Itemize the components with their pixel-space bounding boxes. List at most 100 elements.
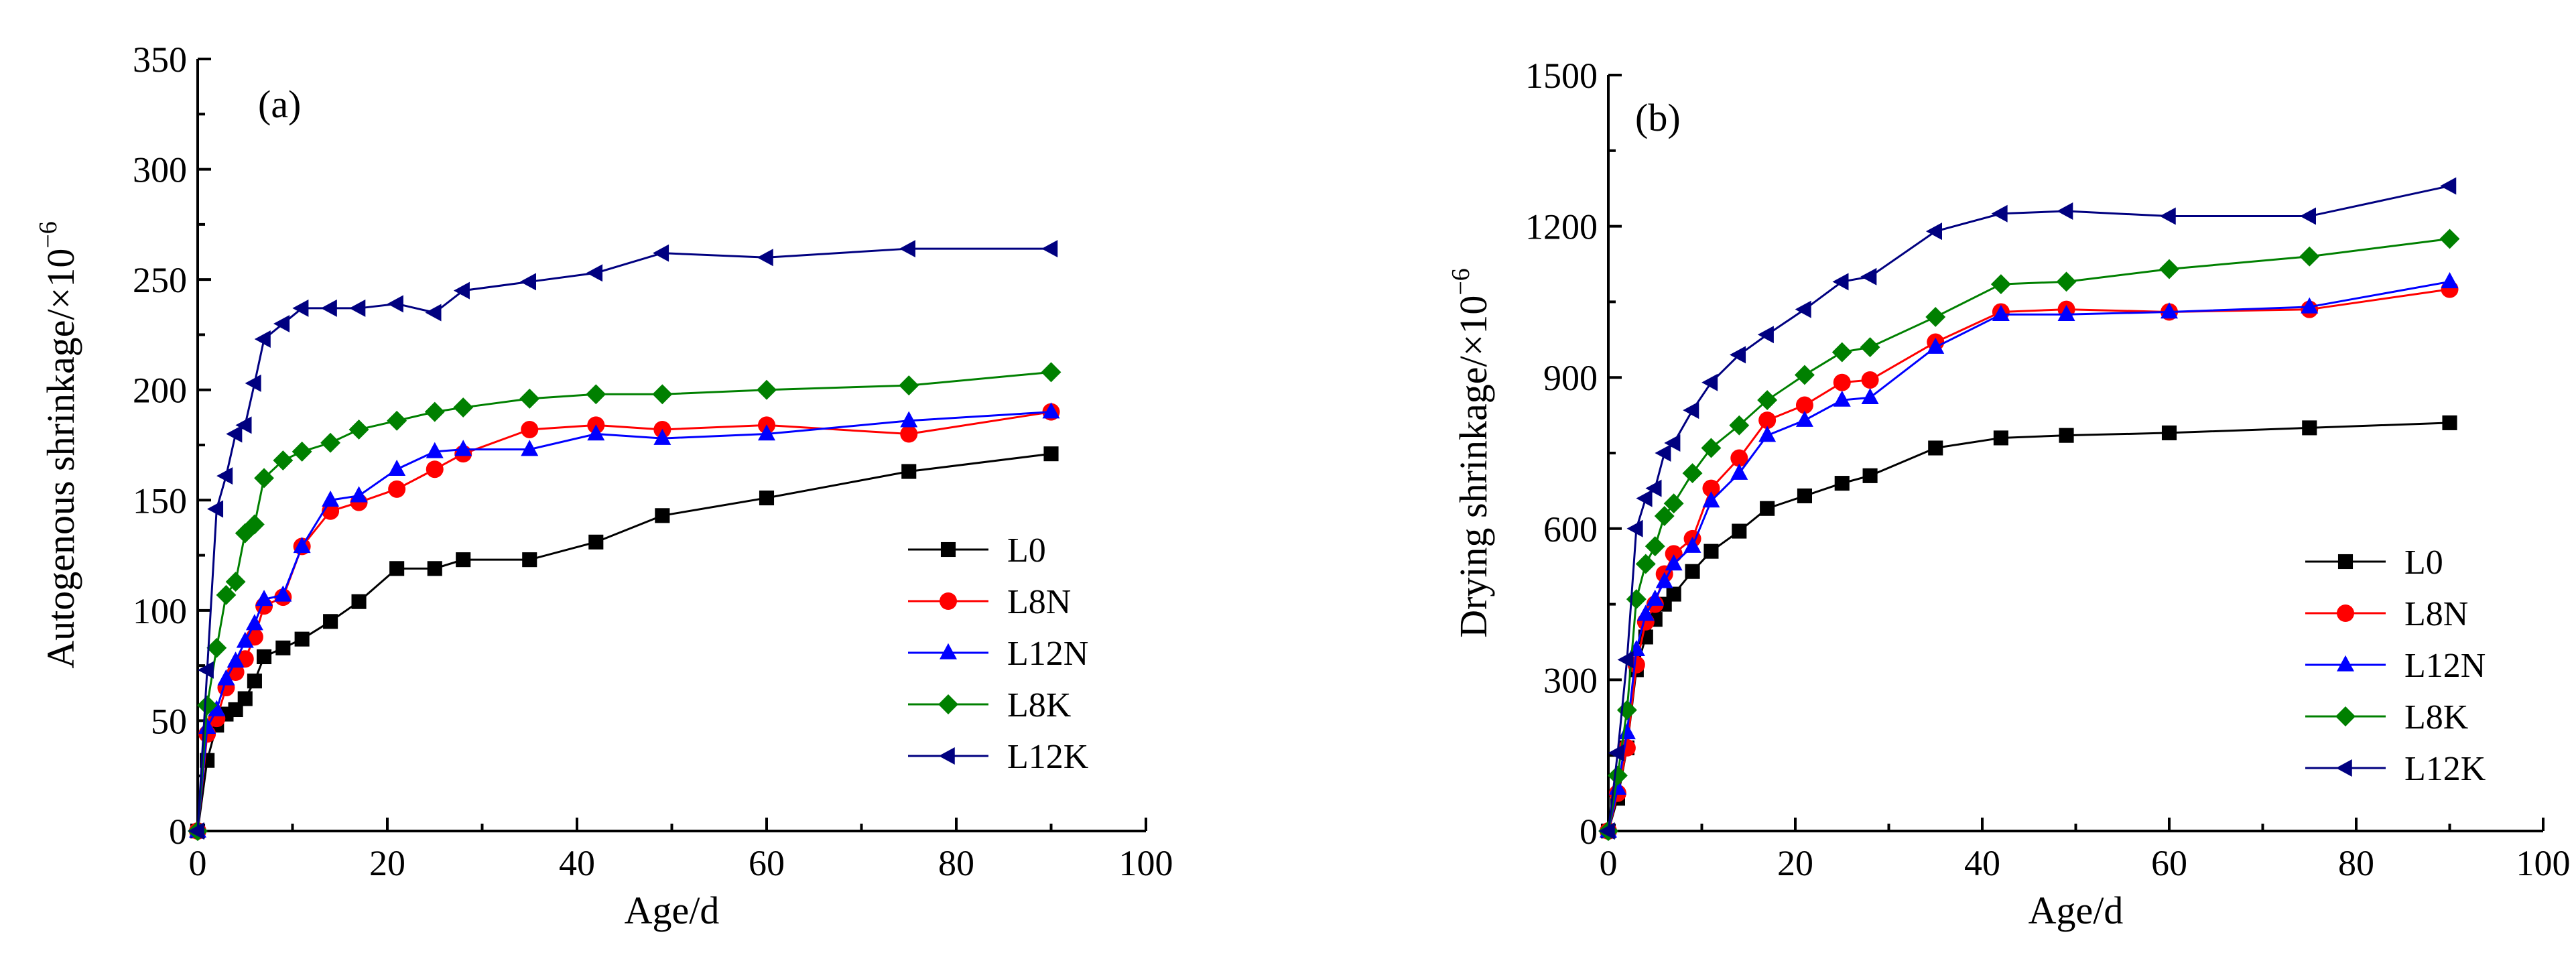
- data-point: [389, 561, 405, 576]
- legend-marker: [940, 643, 957, 659]
- data-point: [1616, 700, 1637, 720]
- data-point: [1042, 402, 1060, 419]
- x-tick-label: 80: [938, 843, 974, 883]
- data-point: [1646, 589, 1664, 606]
- x-axis-title: Age/d: [2028, 889, 2124, 932]
- data-point: [1797, 488, 1812, 503]
- y-tick-label: 50: [151, 701, 187, 741]
- data-point: [2440, 177, 2457, 195]
- x-tick-label: 60: [2151, 843, 2187, 883]
- y-tick-label: 150: [133, 481, 187, 521]
- data-point: [453, 281, 470, 300]
- panel-label: (b): [1635, 96, 1681, 139]
- series-l12n: [1600, 272, 2459, 838]
- data-point: [1833, 373, 1851, 391]
- data-point: [1665, 554, 1683, 571]
- data-point: [521, 420, 539, 438]
- data-point: [1608, 744, 1624, 762]
- data-point: [197, 695, 218, 716]
- data-point: [293, 537, 311, 554]
- data-point: [1925, 307, 1946, 327]
- data-point: [1860, 267, 1877, 285]
- x-tick-label: 20: [1777, 843, 1813, 883]
- data-point: [2057, 304, 2075, 321]
- data-point: [522, 552, 537, 568]
- data-point: [1990, 274, 2011, 295]
- data-point: [1993, 430, 2008, 446]
- data-point: [652, 384, 673, 405]
- data-point: [1992, 304, 2010, 321]
- x-tick-label: 100: [2516, 843, 2571, 883]
- y-tick-label: 1500: [1525, 56, 1598, 96]
- data-point: [1928, 440, 1943, 456]
- data-point: [2302, 420, 2317, 436]
- data-point: [1758, 411, 1777, 430]
- data-point: [1795, 410, 1813, 427]
- data-point: [245, 374, 261, 392]
- data-point: [216, 584, 237, 605]
- data-point: [653, 428, 671, 445]
- data-point: [1664, 434, 1681, 452]
- data-point: [453, 397, 474, 418]
- y-tick-label: 200: [133, 371, 187, 411]
- data-point: [273, 450, 294, 470]
- data-point: [586, 264, 603, 282]
- data-point: [1758, 426, 1777, 442]
- data-point: [1683, 536, 1701, 553]
- data-point: [1617, 651, 1634, 669]
- x-tick-label: 40: [559, 843, 595, 883]
- data-point: [1757, 326, 1774, 344]
- data-point: [521, 440, 539, 456]
- legend-label: L12N: [2404, 647, 2486, 685]
- x-axis-title: Age/d: [625, 889, 720, 932]
- data-point: [323, 614, 338, 629]
- data-point: [2301, 297, 2319, 314]
- data-point: [275, 640, 291, 655]
- data-point: [1636, 604, 1655, 621]
- legend-label: L8N: [1007, 583, 1071, 621]
- data-point: [653, 244, 669, 262]
- data-point: [257, 649, 272, 665]
- data-point: [900, 425, 918, 443]
- data-point: [1635, 554, 1656, 574]
- data-point: [322, 490, 340, 507]
- legend-item: L8K: [2305, 698, 2469, 737]
- data-point: [2439, 229, 2460, 249]
- legend-item: L12K: [2305, 750, 2486, 788]
- data-point: [1860, 337, 1880, 358]
- data-point: [2161, 425, 2177, 440]
- data-point: [1645, 536, 1665, 557]
- legend-item: L8K: [908, 686, 1072, 724]
- data-point: [254, 330, 271, 348]
- x-tick-label: 80: [2338, 843, 2374, 883]
- data-point: [245, 614, 263, 631]
- legend-item: L8N: [2305, 595, 2468, 633]
- legend-label: L12K: [2404, 750, 2486, 788]
- y-tick-label: 100: [133, 591, 187, 631]
- series-line: [196, 247, 1051, 832]
- data-point: [273, 314, 290, 332]
- data-point: [351, 594, 367, 609]
- y-axis-title-exponent: −6: [1447, 268, 1475, 295]
- data-point: [235, 523, 255, 544]
- data-point: [1834, 476, 1850, 491]
- data-point: [1991, 204, 2008, 222]
- data-point: [1655, 444, 1671, 462]
- data-point: [1702, 479, 1720, 497]
- series-l12k: [1598, 177, 2457, 840]
- legend-marker: [2337, 655, 2354, 672]
- data-point: [1861, 387, 1879, 405]
- data-point: [349, 299, 366, 317]
- data-point: [1041, 240, 1058, 258]
- data-point: [1663, 493, 1684, 514]
- y-tick-label: 900: [1543, 358, 1598, 398]
- data-point: [1795, 300, 1811, 318]
- data-point: [348, 420, 369, 440]
- series-l0: [190, 446, 1059, 839]
- y-axis-title-exponent: −6: [34, 221, 62, 248]
- data-point: [236, 631, 254, 648]
- legend-marker: [938, 747, 955, 765]
- data-point: [1626, 519, 1643, 537]
- y-tick-label: 1200: [1525, 207, 1598, 247]
- data-point: [900, 411, 918, 428]
